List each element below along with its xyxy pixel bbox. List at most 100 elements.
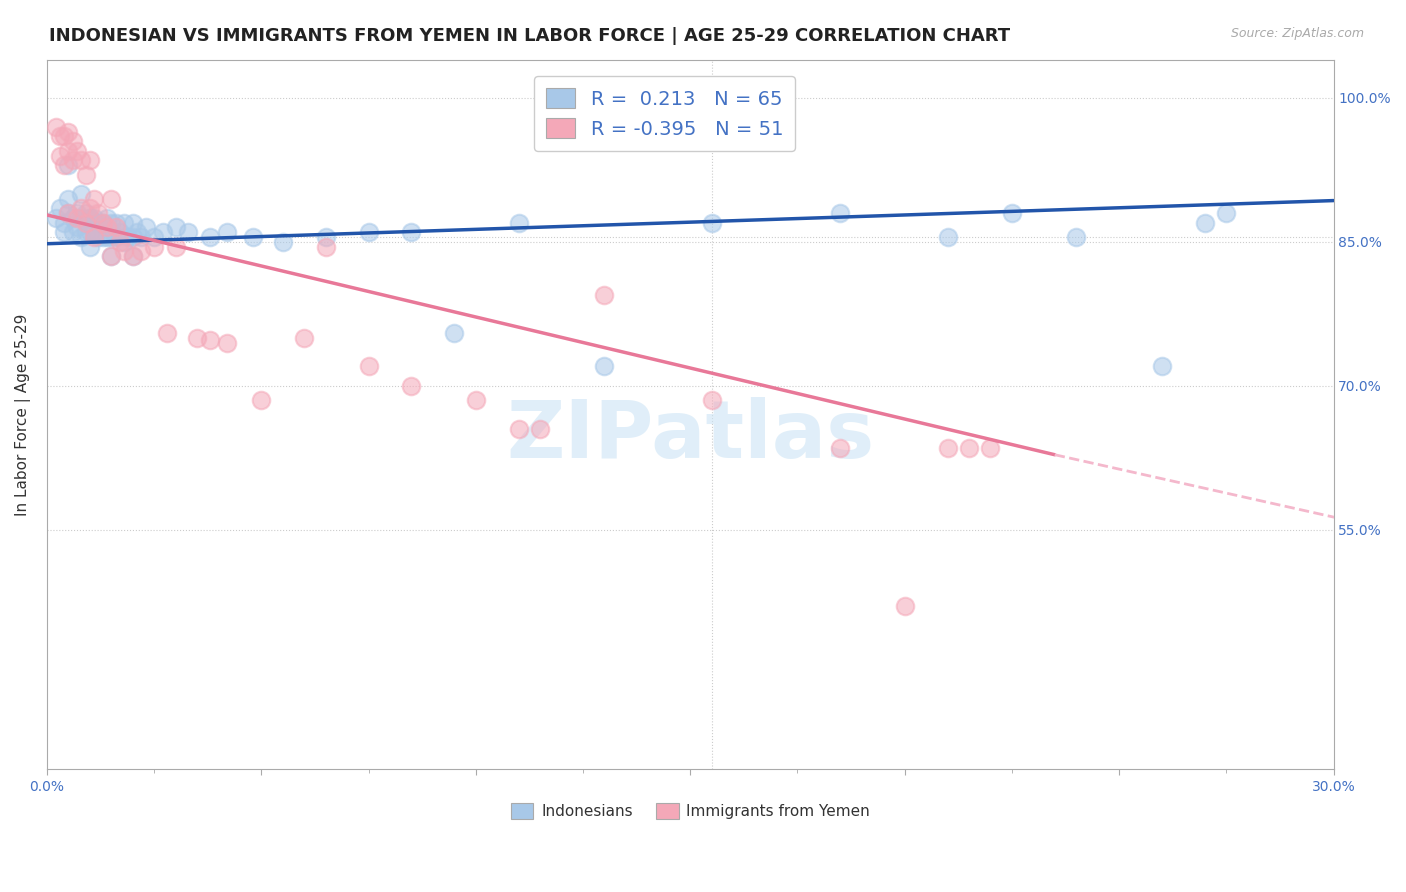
Point bbox=[58, 206, 80, 220]
Point bbox=[401, 378, 423, 392]
Point bbox=[91, 216, 114, 230]
Point bbox=[96, 211, 118, 225]
Point bbox=[66, 206, 89, 220]
Point bbox=[79, 153, 101, 168]
Point bbox=[87, 216, 110, 230]
Point bbox=[70, 201, 93, 215]
Point bbox=[830, 441, 852, 455]
Point bbox=[45, 120, 67, 134]
Point bbox=[58, 158, 80, 172]
Point bbox=[936, 441, 959, 455]
Point bbox=[83, 230, 105, 244]
Point bbox=[1150, 359, 1173, 374]
Point bbox=[979, 441, 1001, 455]
Point bbox=[131, 230, 153, 244]
Point bbox=[66, 144, 89, 158]
Point bbox=[177, 225, 200, 239]
Y-axis label: In Labor Force | Age 25-29: In Labor Force | Age 25-29 bbox=[15, 313, 31, 516]
Point bbox=[217, 335, 239, 350]
Point bbox=[529, 422, 551, 436]
Point bbox=[108, 225, 131, 239]
Point bbox=[100, 216, 122, 230]
Point bbox=[1001, 206, 1024, 220]
Point bbox=[100, 230, 122, 244]
Point bbox=[117, 230, 139, 244]
Point bbox=[83, 211, 105, 225]
Point bbox=[700, 393, 723, 408]
Point bbox=[91, 230, 114, 244]
Point bbox=[700, 216, 723, 230]
Point bbox=[49, 201, 72, 215]
Point bbox=[62, 134, 84, 148]
Point bbox=[1215, 206, 1237, 220]
Point bbox=[104, 230, 127, 244]
Point bbox=[75, 206, 97, 220]
Text: ZIPatlas: ZIPatlas bbox=[506, 397, 875, 475]
Point bbox=[100, 249, 122, 263]
Point bbox=[83, 192, 105, 206]
Point bbox=[131, 244, 153, 259]
Point bbox=[87, 206, 110, 220]
Point bbox=[62, 225, 84, 239]
Point bbox=[62, 211, 84, 225]
Point bbox=[83, 225, 105, 239]
Point bbox=[66, 220, 89, 235]
Point bbox=[1064, 230, 1087, 244]
Point bbox=[156, 326, 179, 340]
Point bbox=[75, 168, 97, 182]
Point bbox=[58, 206, 80, 220]
Point bbox=[464, 393, 486, 408]
Point bbox=[100, 192, 122, 206]
Point bbox=[121, 249, 143, 263]
Point bbox=[830, 206, 852, 220]
Point bbox=[70, 153, 93, 168]
Point bbox=[112, 244, 135, 259]
Point bbox=[357, 359, 380, 374]
Point bbox=[104, 220, 127, 235]
Point bbox=[49, 129, 72, 144]
Text: INDONESIAN VS IMMIGRANTS FROM YEMEN IN LABOR FORCE | AGE 25-29 CORRELATION CHART: INDONESIAN VS IMMIGRANTS FROM YEMEN IN L… bbox=[49, 27, 1011, 45]
Point bbox=[1194, 216, 1216, 230]
Point bbox=[49, 148, 72, 162]
Point bbox=[135, 220, 157, 235]
Point bbox=[70, 211, 93, 225]
Point bbox=[70, 186, 93, 201]
Point bbox=[70, 230, 93, 244]
Point bbox=[186, 331, 208, 345]
Point bbox=[112, 235, 135, 249]
Point bbox=[957, 441, 980, 455]
Point bbox=[66, 211, 89, 225]
Point bbox=[401, 225, 423, 239]
Point bbox=[250, 393, 273, 408]
Point bbox=[91, 216, 114, 230]
Point bbox=[315, 239, 337, 253]
Point bbox=[45, 211, 67, 225]
Point bbox=[87, 230, 110, 244]
Point bbox=[271, 235, 294, 249]
Point bbox=[100, 249, 122, 263]
Point bbox=[508, 216, 530, 230]
Point bbox=[112, 216, 135, 230]
Point bbox=[79, 239, 101, 253]
Point bbox=[79, 201, 101, 215]
Point bbox=[58, 192, 80, 206]
Point bbox=[62, 153, 84, 168]
Legend: Indonesians, Immigrants from Yemen: Indonesians, Immigrants from Yemen bbox=[505, 797, 876, 825]
Point bbox=[75, 225, 97, 239]
Point bbox=[217, 225, 239, 239]
Point bbox=[53, 225, 76, 239]
Point bbox=[53, 158, 76, 172]
Point bbox=[58, 124, 80, 138]
Point bbox=[53, 216, 76, 230]
Point bbox=[508, 422, 530, 436]
Point bbox=[143, 239, 166, 253]
Point bbox=[152, 225, 174, 239]
Point bbox=[292, 331, 315, 345]
Point bbox=[96, 220, 118, 235]
Point bbox=[125, 225, 148, 239]
Point bbox=[893, 599, 915, 614]
Point bbox=[357, 225, 380, 239]
Point bbox=[143, 230, 166, 244]
Point bbox=[104, 216, 127, 230]
Point bbox=[198, 333, 221, 347]
